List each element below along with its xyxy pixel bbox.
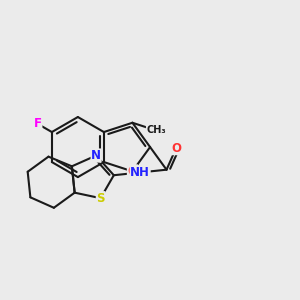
Text: N: N (91, 149, 101, 162)
Text: O: O (171, 142, 181, 155)
Text: NH: NH (130, 166, 150, 179)
Text: F: F (34, 117, 42, 130)
Text: S: S (96, 192, 105, 205)
Text: CH₃: CH₃ (146, 125, 166, 136)
Text: O: O (128, 165, 137, 178)
